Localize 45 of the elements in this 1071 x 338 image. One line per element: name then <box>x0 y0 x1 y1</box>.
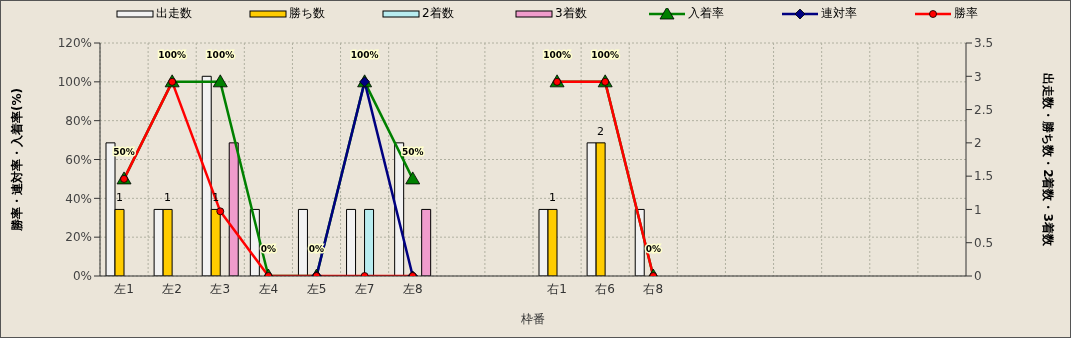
data-label: 100% <box>206 49 235 60</box>
y2-tick-label: 1 <box>974 202 982 217</box>
legend-label: 3着数 <box>555 5 587 22</box>
y2-tick-label: 2.5 <box>974 102 994 117</box>
x-tick-label: 左3 <box>210 281 231 296</box>
data-label: 50% <box>113 146 135 157</box>
x-tick-label: 左7 <box>354 281 375 296</box>
x-tick-label: 左4 <box>258 281 279 296</box>
y2-tick-label: 1.5 <box>974 169 994 184</box>
y2-tick-label: 2 <box>974 136 982 151</box>
y-axis-title: 勝率・連対率・入着率(%) <box>10 88 25 232</box>
y2-tick-label: 3.5 <box>974 36 994 51</box>
data-label: 1 <box>116 191 123 205</box>
y2-tick-label: 3 <box>974 69 982 84</box>
y2-tick-label: 0 <box>974 269 982 284</box>
data-label: 100% <box>543 49 571 60</box>
legend-label: 出走数 <box>156 5 192 22</box>
data-label: 100% <box>158 49 187 60</box>
legend-label: 入着率 <box>688 5 724 22</box>
y-tick-label: 120% <box>57 36 92 51</box>
x-tick-label: 右8 <box>643 281 664 296</box>
data-label: 2 <box>597 124 605 138</box>
x-tick-label: 右6 <box>595 281 615 296</box>
y-tick-label: 80% <box>65 113 92 128</box>
legend-label: 勝率 <box>954 5 978 22</box>
x-tick-label: 左1 <box>114 281 134 296</box>
y-tick-label: 20% <box>65 230 92 245</box>
data-label: 100% <box>591 49 620 60</box>
legend-label: 勝ち数 <box>289 5 325 22</box>
y-tick-label: 0% <box>72 269 92 284</box>
y2-axis-title: 出走数・勝ち数・2着数・3着数 <box>1040 73 1055 247</box>
y-tick-label: 100% <box>57 75 92 90</box>
y2-tick-label: 0.5 <box>974 235 994 250</box>
data-label: 1 <box>164 191 172 205</box>
y-tick-label: 60% <box>65 152 92 167</box>
legend-label: 2着数 <box>422 5 454 22</box>
x-tick-label: 左5 <box>306 281 327 296</box>
y-tick-label: 40% <box>65 191 92 206</box>
data-label: 100% <box>350 49 379 60</box>
data-label: 1 <box>549 191 556 205</box>
x-tick-label: 左8 <box>402 281 423 296</box>
legend-label: 連対率 <box>821 5 857 22</box>
x-tick-label: 右1 <box>547 281 567 296</box>
x-tick-label: 左2 <box>162 281 182 296</box>
x-axis-title: 枠番 <box>520 312 545 326</box>
